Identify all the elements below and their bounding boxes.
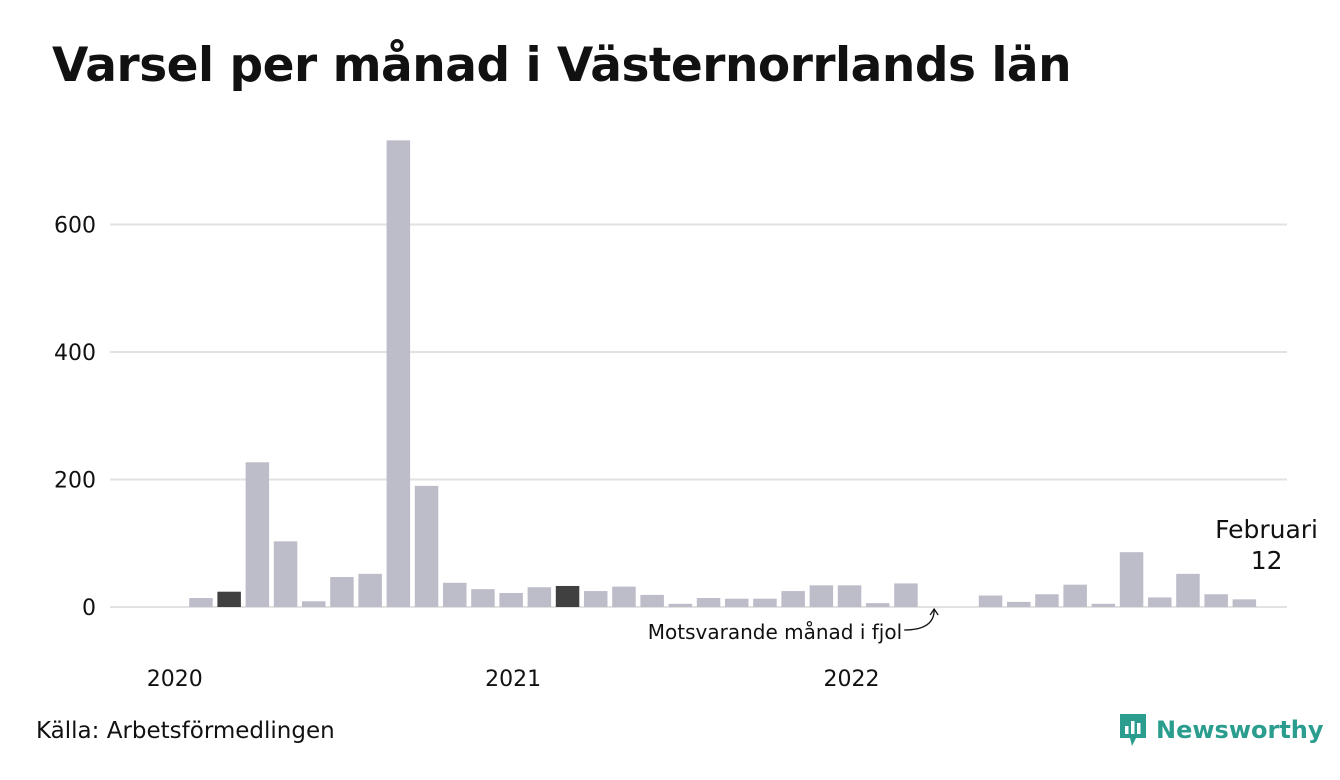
bar [753, 598, 777, 607]
annotation-arrow [904, 609, 935, 631]
bar [1204, 594, 1228, 607]
y-tick-label: 200 [54, 469, 96, 494]
bar [584, 591, 608, 607]
bar [527, 587, 552, 607]
bar [725, 598, 749, 607]
y-tick-label: 0 [82, 596, 96, 621]
bar [612, 586, 636, 607]
x-tick-label: 2021 [485, 667, 541, 692]
bar [386, 140, 411, 607]
bar [668, 603, 693, 607]
bar [358, 573, 382, 607]
bar [499, 592, 523, 607]
bar [302, 601, 326, 607]
x-tick-label: 2022 [824, 667, 880, 692]
bar [837, 585, 862, 607]
bar [809, 585, 834, 607]
bar [1091, 603, 1116, 607]
bar [781, 591, 805, 607]
x-tick-label: 2020 [147, 667, 203, 692]
x-axis: 2020 2021 2022 [147, 667, 880, 692]
bar [189, 598, 213, 607]
previous-year-annotation: Motsvarande månad i fjol [648, 620, 902, 644]
current-value-label: 12 [1251, 546, 1283, 575]
bar-chart: 0 200 400 600 2020 2021 2022 Motsvarande måna… [54, 140, 1318, 692]
newsworthy-chart-icon [1120, 714, 1146, 746]
bar [1007, 601, 1031, 607]
current-month-label: Februari [1215, 515, 1318, 544]
bar-previous-year [555, 585, 580, 607]
bar [1148, 597, 1172, 607]
bars [189, 140, 1257, 607]
bar [471, 589, 495, 607]
y-axis: 0 200 400 600 [54, 214, 96, 622]
bar [273, 541, 298, 607]
bar [330, 577, 354, 607]
bar [1232, 599, 1257, 607]
bar [1063, 584, 1087, 607]
chart-title: Varsel per månad i Västernorrlands län [52, 38, 1072, 93]
bar [1176, 573, 1200, 607]
y-tick-label: 600 [54, 214, 96, 239]
bar [866, 603, 890, 607]
bar [640, 594, 664, 607]
brand-logo: Newsworthy [1118, 712, 1324, 748]
brand-name: Newsworthy [1156, 716, 1324, 744]
bar [443, 582, 467, 607]
bar [245, 462, 270, 607]
annotation-arrowhead [929, 607, 939, 616]
bar [414, 485, 439, 607]
bar [696, 598, 721, 607]
source-note: Källa: Arbetsförmedlingen [36, 718, 335, 744]
bar [894, 583, 918, 607]
bar [1035, 594, 1059, 607]
y-tick-label: 400 [54, 341, 96, 366]
bar [978, 595, 1003, 607]
bar-previous-year [217, 591, 241, 607]
bar [1119, 552, 1144, 607]
